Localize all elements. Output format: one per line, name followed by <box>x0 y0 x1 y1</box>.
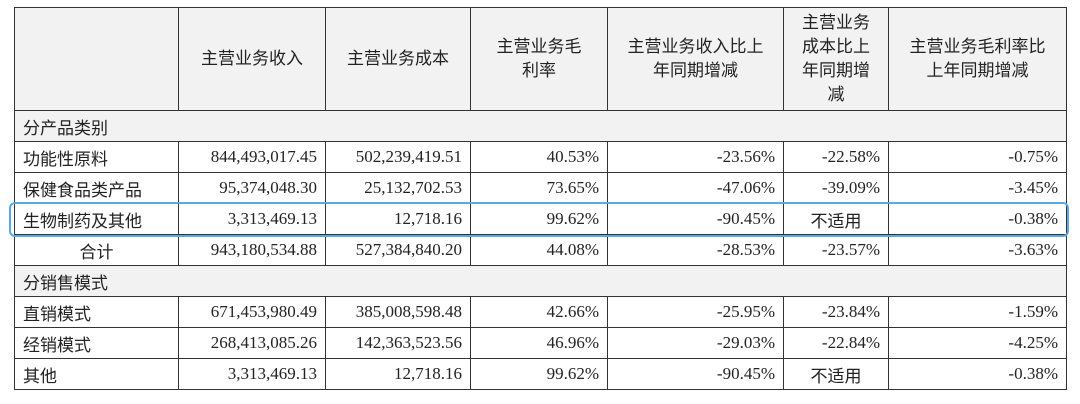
header-text: 主营业务收入 <box>201 49 303 68</box>
header-cell: 主营业务成本比上年同期增减 <box>783 7 889 111</box>
data-row: 生物制药及其他 3,313,469.13 12,718.16 99.62% -90.45… <box>14 203 1067 235</box>
table-body: 分产品类别 功能性原料 844,493,017.45 502,239,419.51 40… <box>14 110 1067 390</box>
header-cell: 主营业务毛利率 <box>470 7 608 111</box>
value-cell: -3.45% <box>888 172 1067 204</box>
header-text: 主营业务成本 <box>347 49 449 68</box>
value-cell: 142,363,523.56 <box>325 327 471 359</box>
value-cell: 3,313,469.13 <box>178 203 326 235</box>
value-cell: -1.59% <box>888 296 1067 328</box>
value-cell: 73.65% <box>470 172 608 204</box>
row-label: 直销模式 <box>14 296 179 328</box>
value-cell: 3,313,469.13 <box>178 358 326 390</box>
header-cell: 主营业务成本 <box>325 7 471 111</box>
value-cell: -39.09% <box>783 172 889 204</box>
data-row: 其他 3,313,469.13 12,718.16 99.62% -90.45% 不适用 -… <box>14 358 1067 390</box>
value-cell: 40.53% <box>470 141 608 173</box>
header-text: 主营业务成本比上年同期增减 <box>802 13 870 104</box>
section-title: 分产品类别 <box>14 110 1067 142</box>
value-cell: 44.08% <box>470 234 608 266</box>
value-cell: 99.62% <box>470 203 608 235</box>
value-cell: -4.25% <box>888 327 1067 359</box>
value-cell: -23.56% <box>607 141 784 173</box>
value-cell: -47.06% <box>607 172 784 204</box>
value-cell: -22.84% <box>783 327 889 359</box>
data-row: 功能性原料 844,493,017.45 502,239,419.51 40.53% -… <box>14 141 1067 173</box>
value-cell: 12,718.16 <box>325 358 471 390</box>
value-cell: -90.45% <box>607 358 784 390</box>
value-cell: 385,008,598.48 <box>325 296 471 328</box>
value-cell: -0.75% <box>888 141 1067 173</box>
value-cell: -3.63% <box>888 234 1067 266</box>
value-cell: 671,453,980.49 <box>178 296 326 328</box>
row-label: 合计 <box>14 234 179 266</box>
row-label: 其他 <box>14 358 179 390</box>
value-cell: 268,413,085.26 <box>178 327 326 359</box>
header-text: 主营业务毛利率 <box>496 37 582 80</box>
value-cell: 不适用 <box>783 358 889 390</box>
value-cell: -29.03% <box>607 327 784 359</box>
value-cell: 46.96% <box>470 327 608 359</box>
row-label: 保健食品类产品 <box>14 172 179 204</box>
value-cell: 844,493,017.45 <box>178 141 326 173</box>
value-cell: -25.95% <box>607 296 784 328</box>
section-row: 分销售模式 <box>14 265 1067 297</box>
data-row: 合计 943,180,534.88 527,384,840.20 44.08% -28.… <box>14 234 1067 266</box>
row-label: 经销模式 <box>14 327 179 359</box>
value-cell: -28.53% <box>607 234 784 266</box>
value-cell: 502,239,419.51 <box>325 141 471 173</box>
header-cell <box>14 7 179 111</box>
value-cell: 12,718.16 <box>325 203 471 235</box>
value-cell: -90.45% <box>607 203 784 235</box>
value-cell: -0.38% <box>888 358 1067 390</box>
value-cell: -23.84% <box>783 296 889 328</box>
data-row: 保健食品类产品 95,374,048.30 25,132,702.53 73.65% -… <box>14 172 1067 204</box>
row-label: 功能性原料 <box>14 141 179 173</box>
value-cell: -0.38% <box>888 203 1067 235</box>
value-cell: 95,374,048.30 <box>178 172 326 204</box>
value-cell: 42.66% <box>470 296 608 328</box>
row-label: 生物制药及其他 <box>14 203 179 235</box>
section-title: 分销售模式 <box>14 265 1067 297</box>
value-cell: 25,132,702.53 <box>325 172 471 204</box>
header-text: 主营业务收入比上年同期增减 <box>627 37 764 80</box>
revenue-table: 主营业务收入 主营业务成本 主营业务毛利率 主营业务收入比上年同期增减 主营业务成本比上… <box>14 7 1067 390</box>
value-cell: 527,384,840.20 <box>325 234 471 266</box>
header-cell: 主营业务收入比上年同期增减 <box>607 7 784 111</box>
header-text: 主营业务毛利率比上年同期增减 <box>909 37 1046 80</box>
header-row: 主营业务收入 主营业务成本 主营业务毛利率 主营业务收入比上年同期增减 主营业务成本比上… <box>14 7 1067 111</box>
data-row: 直销模式 671,453,980.49 385,008,598.48 42.66% -2… <box>14 296 1067 328</box>
value-cell: -23.57% <box>783 234 889 266</box>
header-cell: 主营业务毛利率比上年同期增减 <box>888 7 1067 111</box>
data-row: 经销模式 268,413,085.26 142,363,523.56 46.96% -2… <box>14 327 1067 359</box>
section-row: 分产品类别 <box>14 110 1067 142</box>
value-cell: 943,180,534.88 <box>178 234 326 266</box>
value-cell: 99.62% <box>470 358 608 390</box>
value-cell: 不适用 <box>783 203 889 235</box>
value-cell: -22.58% <box>783 141 889 173</box>
header-cell: 主营业务收入 <box>178 7 326 111</box>
